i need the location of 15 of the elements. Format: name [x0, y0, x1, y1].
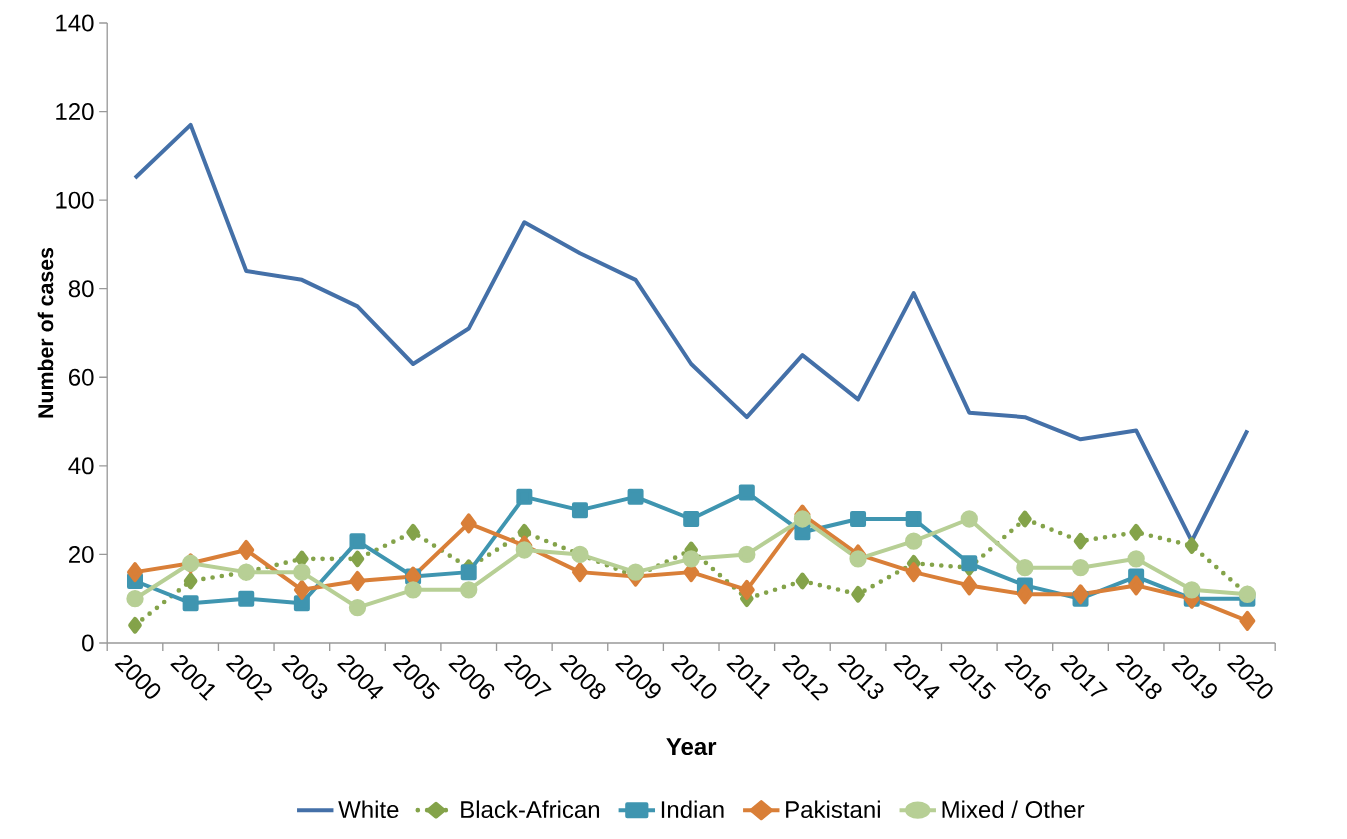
y-tick-label: 40 — [68, 457, 94, 475]
legend-label: White — [338, 800, 399, 819]
y-tick-label: 120 — [56, 103, 94, 121]
y-tick-label: 60 — [69, 368, 94, 386]
y-axis-title: Number of cases — [37, 247, 54, 418]
legend-label: Black-African — [461, 800, 600, 819]
legend-label: Pakistani — [786, 800, 880, 819]
legend-label: Indian — [661, 800, 724, 819]
y-tick-label: 140 — [56, 14, 94, 32]
y-tick-label: 0 — [82, 634, 94, 652]
x-axis-title: Year — [666, 738, 717, 756]
y-tick-label: 100 — [56, 191, 94, 209]
y-tick-label: 20 — [69, 545, 94, 563]
y-tick-label: 80 — [68, 280, 94, 298]
legend-label: Mixed / Other — [942, 800, 1085, 819]
